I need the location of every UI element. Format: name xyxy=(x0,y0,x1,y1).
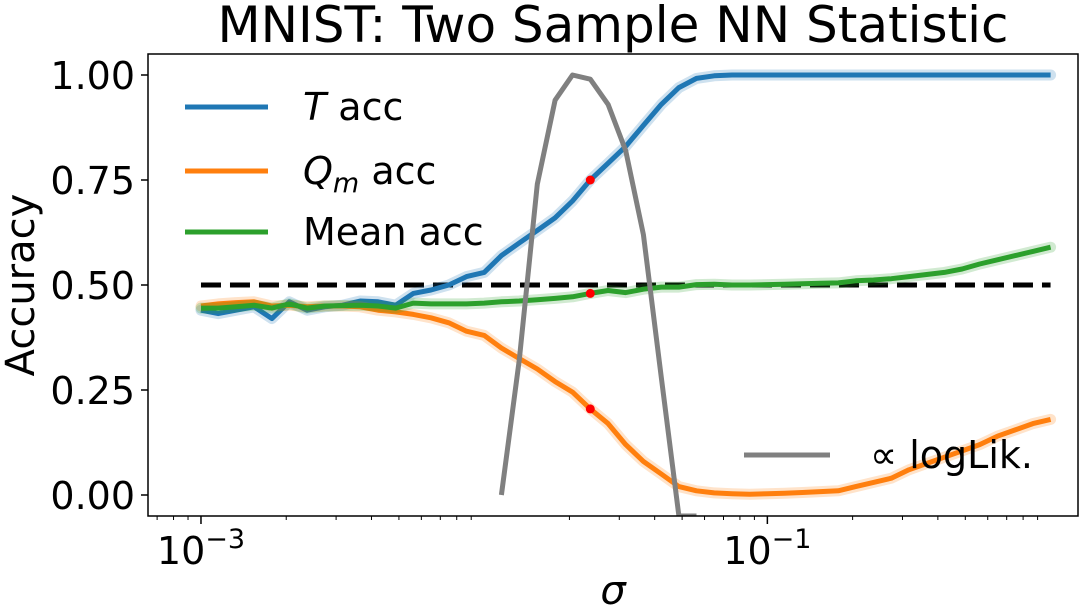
highlight-point xyxy=(585,175,595,185)
y-tick-label: 0.50 xyxy=(50,264,135,308)
x-axis-label: σ xyxy=(600,568,627,612)
y-tick-label: 0.75 xyxy=(50,159,135,203)
y-axis: 0.00 0.25 0.50 0.75 1.00 xyxy=(50,54,148,518)
plot-area xyxy=(195,69,1057,516)
y-axis-label: Accuracy xyxy=(0,194,44,377)
legend-label: Mean acc xyxy=(303,210,484,254)
series-line-mean-acc xyxy=(201,244,1052,311)
y-tick-label: 0.00 xyxy=(50,474,135,518)
highlight-point xyxy=(585,404,595,414)
legend-label: Qm acc xyxy=(303,149,436,199)
legend-label: ∝ logLik. xyxy=(870,433,1033,477)
legend-label: T acc xyxy=(303,85,403,129)
x-axis: 10−3 10−1 xyxy=(156,516,1039,573)
chart-title: MNIST: Two Sample NN Statistic xyxy=(217,0,1008,54)
series-band-mean-acc xyxy=(195,241,1057,314)
y-tick-label: 0.25 xyxy=(50,369,135,413)
legend-entry: Mean acc xyxy=(185,210,484,254)
legend-entry: Qm acc xyxy=(185,149,436,199)
x-tick-label: 10−3 xyxy=(157,524,245,573)
y-tick-label: 1.00 xyxy=(50,54,135,98)
legend: T acc Qm acc Mean acc ∝ logLik. xyxy=(185,85,1033,477)
highlight-point xyxy=(585,288,595,298)
x-tick-label: 10−1 xyxy=(723,524,811,573)
legend-entry: T acc xyxy=(185,85,403,129)
series-line-loglik xyxy=(498,72,697,516)
legend-entry: ∝ logLik. xyxy=(744,433,1033,477)
